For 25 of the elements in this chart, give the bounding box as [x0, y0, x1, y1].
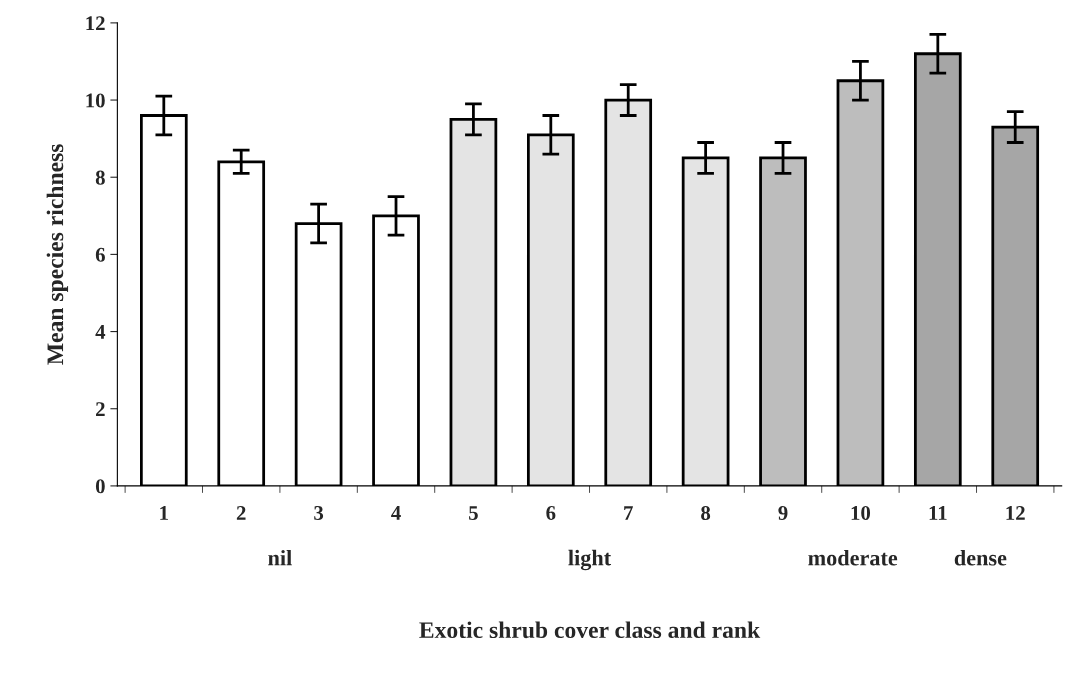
- text: light: [568, 549, 612, 571]
- x-tick-label: 11: [929, 506, 947, 520]
- y-tick-label: 2: [96, 402, 105, 416]
- y-axis-title: Mean species richness: [46, 144, 69, 365]
- y-tick-label: 12: [86, 16, 105, 31]
- y-tick-label: 10: [86, 93, 105, 108]
- x-tick-label: 8: [701, 505, 711, 521]
- x-tick-label: 7: [624, 506, 633, 520]
- y-tick-label: 4: [95, 325, 106, 339]
- y-tick-label: 0: [95, 479, 105, 494]
- x-tick-label: 6: [546, 506, 556, 521]
- x-tick-label: 12: [1006, 506, 1025, 520]
- text: moderate: [808, 549, 898, 566]
- text: nil: [268, 549, 292, 566]
- x-tick-label: 9: [778, 506, 788, 521]
- text: dense: [954, 549, 1007, 566]
- x-tick-label: 1: [160, 506, 168, 520]
- x-tick-label: 10: [851, 505, 871, 521]
- x-tick-label: 3: [314, 506, 324, 521]
- x-tick-label: 4: [391, 506, 401, 520]
- x-tick-label: 5: [469, 506, 478, 521]
- x-axis-title: Exotic shrub cover class and rank: [419, 621, 761, 639]
- x-tick-label: 2: [236, 506, 246, 520]
- y-tick-label: 8: [95, 170, 105, 185]
- y-tick-label: 6: [95, 247, 105, 262]
